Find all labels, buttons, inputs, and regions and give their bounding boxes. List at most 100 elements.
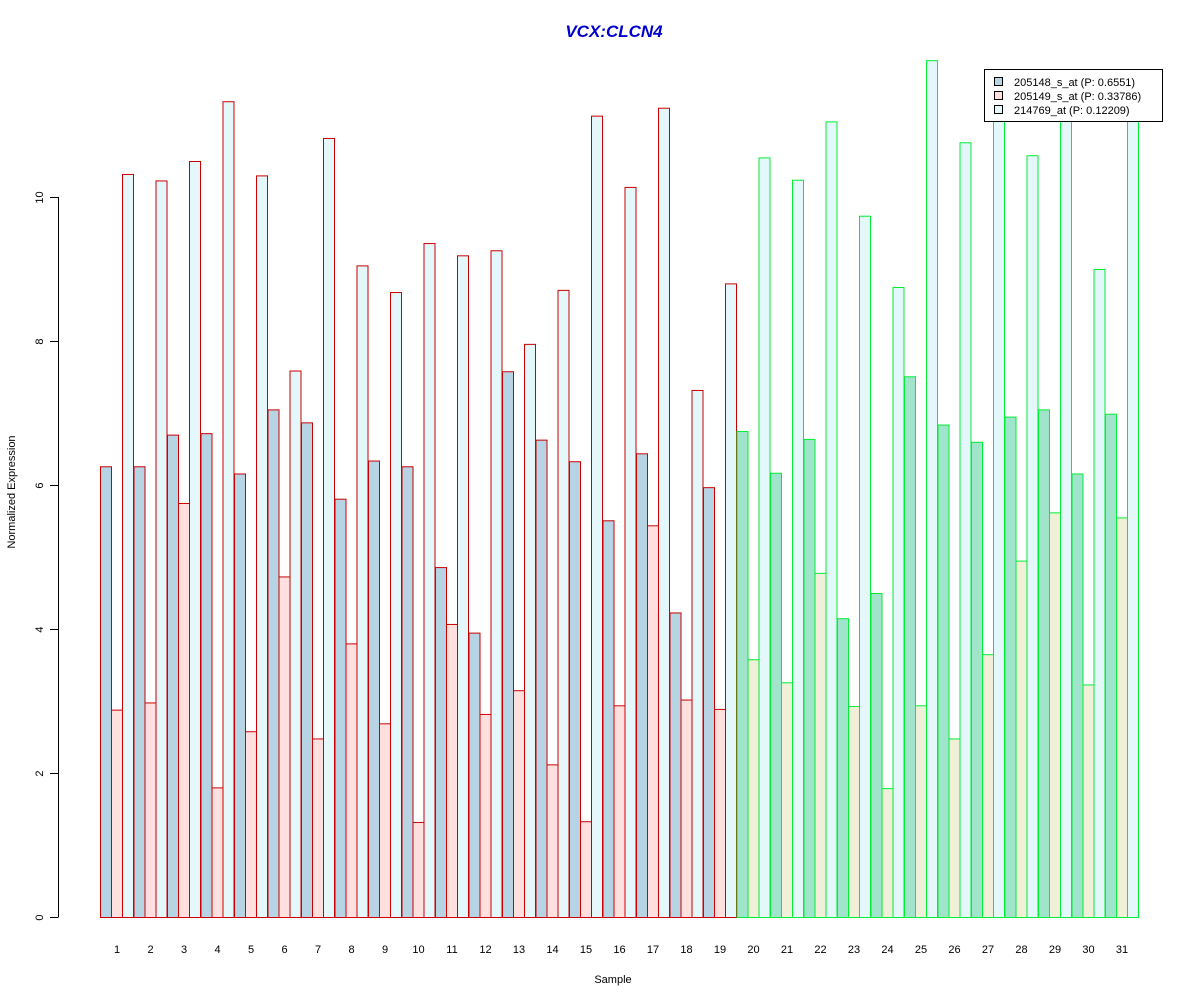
bar-3-sample-24 [892,287,905,918]
y-tick-label-4: 4 [34,626,46,632]
x-tick-label-12: 12 [479,944,491,956]
bar-1-sample-31 [1105,413,1117,918]
y-tick-label-6: 6 [34,482,46,488]
bar-3-sample-21 [792,179,804,919]
bar-1-sample-19 [703,487,715,918]
bar-1-sample-3 [167,434,179,918]
bar-3-sample-20 [758,157,771,918]
bar-1-sample-6 [267,409,280,918]
bar-1-sample-12 [468,632,481,918]
bar-3-sample-27 [993,114,1005,918]
bar-2-sample-30 [1082,684,1095,918]
bar-3-sample-6 [289,370,302,918]
x-tick-label-5: 5 [248,944,254,956]
bar-3-sample-16 [624,186,637,919]
bar-3-sample-9 [390,292,402,919]
legend-label-2: 205149_s_at (P: 0.33786) [1014,91,1141,103]
bar-1-sample-16 [602,520,615,919]
x-tick-label-22: 22 [814,944,826,956]
bar-1-sample-27 [971,441,983,918]
bar-3-sample-26 [959,142,972,918]
x-tick-label-19: 19 [714,944,726,956]
bar-3-sample-8 [356,265,369,918]
bar-2-sample-19 [714,708,726,918]
bar-1-sample-28 [1004,416,1017,918]
bar-3-sample-11 [457,255,469,918]
bar-1-sample-26 [937,424,950,918]
bar-3-sample-4 [222,101,235,919]
bar-2-sample-12 [479,713,492,919]
legend-swatch-1 [994,77,1003,86]
y-tick-label-10: 10 [34,191,46,203]
x-tick-label-3: 3 [181,944,187,956]
bar-1-sample-5 [234,473,246,918]
bar-2-sample-6 [278,576,291,918]
bar-3-sample-23 [859,215,871,919]
bar-3-sample-17 [658,107,670,919]
bars-layer [100,60,1139,919]
bar-3-sample-13 [524,343,536,918]
x-tick-label-23: 23 [848,944,860,956]
bar-1-sample-7 [301,422,313,918]
bar-3-sample-18 [691,389,704,918]
x-tick-label-26: 26 [948,944,960,956]
bar-3-sample-31 [1127,110,1139,919]
bar-2-sample-28 [1015,560,1028,918]
bar-3-sample-29 [1060,117,1072,919]
bar-2-sample-15 [580,821,592,918]
x-tick-label-28: 28 [1015,944,1027,956]
bar-1-sample-22 [803,438,816,918]
bar-2-sample-9 [379,723,391,918]
bar-3-sample-30 [1093,269,1106,918]
bar-3-sample-5 [256,175,268,918]
x-tick-label-29: 29 [1049,944,1061,956]
bar-3-sample-19 [725,283,737,918]
bar-2-sample-3 [178,503,190,918]
bar-1-sample-17 [636,453,648,918]
bar-2-sample-14 [546,764,559,918]
bar-2-sample-18 [680,699,693,918]
bar-1-sample-11 [435,567,447,919]
x-tick-label-21: 21 [781,944,793,956]
y-tick-label-2: 2 [34,770,46,776]
bar-2-sample-20 [747,659,760,918]
x-tick-label-20: 20 [747,944,759,956]
x-tick-label-8: 8 [348,944,354,956]
bar-1-sample-10 [401,466,414,918]
bar-2-sample-22 [814,572,827,919]
x-tick-label-27: 27 [982,944,994,956]
legend-swatch-2 [994,91,1003,100]
bar-1-sample-23 [837,618,849,918]
bar-1-sample-30 [1071,473,1084,918]
bar-1-sample-24 [870,593,883,918]
bar-1-sample-18 [669,612,682,918]
bar-3-sample-25 [926,60,938,918]
x-tick-label-16: 16 [613,944,625,956]
bar-3-sample-10 [423,243,436,918]
bar-2-sample-8 [345,643,358,919]
bar-2-sample-31 [1116,517,1128,919]
bar-1-sample-14 [535,439,548,918]
x-tick-label-10: 10 [412,944,424,956]
bar-1-sample-21 [770,472,782,918]
bar-2-sample-7 [312,738,324,918]
bar-2-sample-11 [446,623,458,919]
bar-2-sample-17 [647,525,659,918]
bar-1-sample-13 [502,371,514,918]
bar-1-sample-9 [368,460,380,918]
x-tick-label-13: 13 [513,944,525,956]
x-tick-label-15: 15 [580,944,592,956]
x-tick-label-9: 9 [382,944,388,956]
legend-label-3: 214769_at (P: 0.12209) [1014,105,1130,117]
bar-1-sample-4 [200,433,213,918]
x-tick-label-25: 25 [915,944,927,956]
bar-2-sample-10 [412,821,425,919]
bar-2-sample-5 [245,731,257,918]
x-tick-label-2: 2 [147,944,153,956]
bar-3-sample-28 [1026,155,1039,919]
x-tick-label-18: 18 [680,944,692,956]
bar-1-sample-15 [569,461,581,918]
bar-3-sample-1 [122,173,134,918]
bar-2-sample-29 [1049,512,1061,918]
